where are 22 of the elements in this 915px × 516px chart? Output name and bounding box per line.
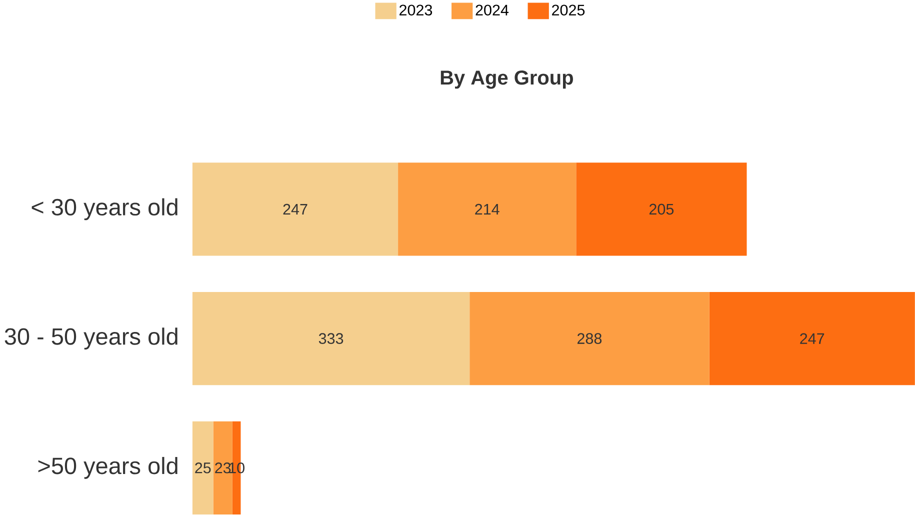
bar — [398, 162, 576, 256]
bar — [576, 162, 747, 256]
y-tick-label: >50 years old — [38, 457, 178, 479]
y-tick-label: < 30 years old — [32, 198, 178, 220]
legend-label: 2023 — [400, 4, 432, 16]
y-tick-label: 30 - 50 years old — [4, 328, 178, 350]
legend-label: 2025 — [552, 4, 585, 16]
bar — [192, 421, 214, 515]
data-label: 247 — [283, 204, 308, 215]
chart-title: By Age Group — [440, 70, 573, 89]
bar — [192, 292, 470, 386]
data-label: 25 — [195, 462, 211, 474]
data-label: 333 — [318, 333, 344, 344]
bar — [470, 292, 710, 386]
bar — [709, 292, 915, 386]
data-label: 205 — [649, 204, 674, 215]
legend-label: 2024 — [476, 4, 509, 16]
data-label: 23 — [215, 462, 231, 474]
data-label: 214 — [475, 204, 500, 215]
bar — [192, 162, 398, 256]
data-label: 247 — [800, 333, 824, 344]
data-label: 288 — [578, 333, 602, 344]
